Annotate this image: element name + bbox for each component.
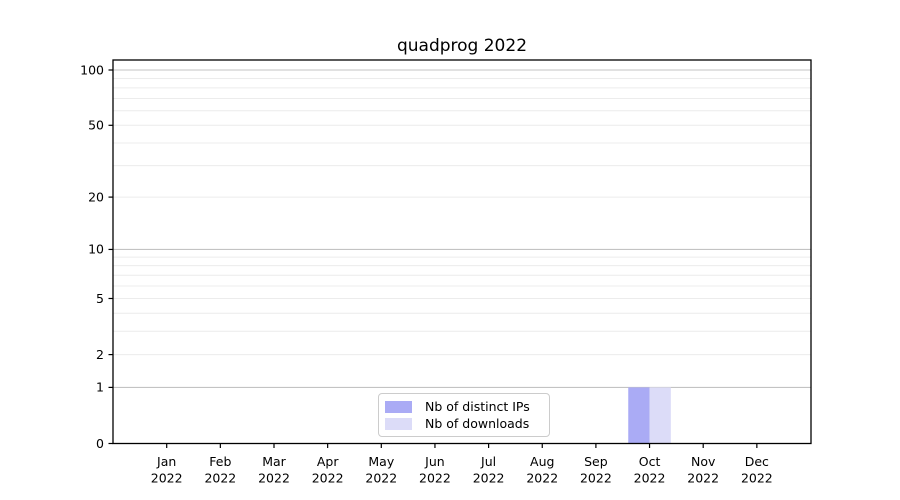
- x-tick-label-year: 2022: [365, 471, 397, 486]
- x-tick-label-year: 2022: [687, 471, 719, 486]
- x-tick-label-month: Apr: [317, 454, 339, 469]
- legend-label-distinct-ips: Nb of distinct IPs: [425, 399, 530, 414]
- x-tick-label-year: 2022: [580, 471, 612, 486]
- x-tick-label-year: 2022: [151, 471, 183, 486]
- legend-label-downloads: Nb of downloads: [425, 416, 530, 431]
- x-tick-label-month: Feb: [209, 454, 231, 469]
- x-tick-label-month: Jun: [424, 454, 445, 469]
- y-tick-label: 10: [88, 242, 104, 257]
- chart-title: quadprog 2022: [396, 36, 528, 56]
- x-tick-label-year: 2022: [419, 471, 451, 486]
- x-tick-label-year: 2022: [634, 471, 666, 486]
- x-tick-label-month: May: [368, 454, 394, 469]
- y-tick-label: 2: [96, 347, 104, 362]
- x-tick-label-month: Aug: [530, 454, 554, 469]
- x-tick-label-year: 2022: [204, 471, 236, 486]
- y-tick-label: 1: [96, 380, 104, 395]
- legend-swatch-distinct-ips: [385, 400, 412, 413]
- x-tick-label-month: Jan: [156, 454, 176, 469]
- x-tick-label-month: Nov: [691, 454, 716, 469]
- legend-item-downloads: Nb of downloads: [385, 416, 539, 431]
- y-tick-label: 100: [80, 62, 104, 77]
- plot-border: [112, 59, 812, 445]
- x-tick-label-month: Dec: [745, 454, 769, 469]
- x-tick-label-year: 2022: [258, 471, 290, 486]
- y-tick-label: 50: [88, 118, 104, 133]
- x-tick-label-year: 2022: [312, 471, 344, 486]
- legend-item-distinct-ips: Nb of distinct IPs: [385, 399, 539, 414]
- y-tick-label: 5: [96, 291, 104, 306]
- x-tick-label-month: Jul: [480, 454, 496, 469]
- legend-swatch-downloads: [385, 417, 412, 430]
- x-tick-label-month: Oct: [639, 454, 661, 469]
- x-tick-label-year: 2022: [473, 471, 505, 486]
- y-tick-label: 0: [96, 436, 104, 451]
- bar-downloads: [649, 387, 671, 444]
- legend: Nb of distinct IPs Nb of downloads: [378, 393, 550, 437]
- x-tick-label-year: 2022: [741, 471, 773, 486]
- x-tick-label-year: 2022: [526, 471, 558, 486]
- x-tick-label-month: Sep: [584, 454, 608, 469]
- bar-distinct-ips: [628, 387, 650, 444]
- x-tick-label-month: Mar: [262, 454, 286, 469]
- y-tick-label: 20: [88, 189, 104, 204]
